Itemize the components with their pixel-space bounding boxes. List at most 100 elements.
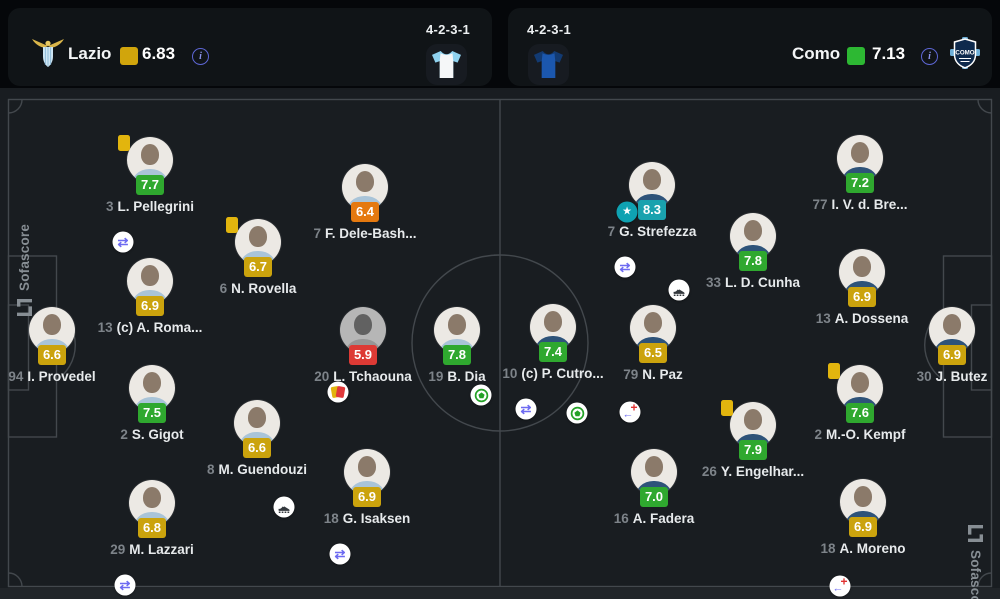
sub-out-icon: ⇄ — [114, 574, 136, 596]
player-rating-badge: 7.9 — [739, 440, 767, 460]
svg-text:COMO: COMO — [955, 50, 974, 57]
player-name: N. Rovella — [231, 281, 297, 296]
player-number: 26 — [701, 464, 717, 479]
sofascore-watermark: Sofascore — [17, 224, 32, 316]
player-number: 2 — [120, 427, 128, 442]
player-number: 7 — [313, 226, 321, 241]
player-name: A. Fadera — [632, 511, 695, 526]
player-name-label: 8 M. Guendouzi — [182, 462, 332, 477]
sub-out-icon: ⇄ — [614, 256, 636, 278]
player-home-13[interactable]: 6.9 13 (c) A. Roma... — [75, 258, 225, 335]
player-rating-badge: 6.6 — [38, 345, 66, 365]
player-number: 19 — [428, 369, 444, 384]
player-number: 13 — [815, 311, 831, 326]
sofascore-watermark: Sofascore — [968, 525, 983, 599]
player-name-label: 94 I. Provedel — [0, 369, 127, 384]
player-name: S. Gigot — [131, 427, 184, 442]
yellow-card-icon — [118, 135, 130, 151]
player-away-79[interactable]: 6.5 79 N. Paz + ← — [578, 305, 728, 423]
yellow-card-icon — [226, 217, 238, 233]
player-name-label: 13 A. Dossena — [787, 311, 937, 326]
player-home-29[interactable]: 6.8 29 M. Lazzari ⇄ — [77, 480, 227, 596]
away-avg-rating: 7.13 — [872, 44, 906, 63]
info-icon[interactable]: i — [921, 48, 938, 65]
player-name: N. Paz — [642, 367, 683, 382]
home-formation: 4-2-3-1 — [425, 22, 470, 37]
sofascore-watermark-label: Sofascore — [17, 223, 32, 291]
player-home-18[interactable]: 6.9 18 G. Isaksen ⇄ — [292, 449, 442, 565]
yellow-card-icon — [828, 363, 840, 379]
player-number: 10 — [502, 366, 518, 381]
player-away-26[interactable]: 7.9 26 Y. Engelhar... — [678, 400, 828, 479]
sofascore-watermark-label: Sofascore — [968, 550, 983, 599]
red-yellow-card-icon — [327, 381, 349, 403]
player-away-2[interactable]: 7.6 2 M.-O. Kempf — [785, 363, 935, 442]
player-number: 2 — [814, 427, 822, 442]
player-rating-badge: 5.9 — [349, 345, 377, 365]
player-away-30[interactable]: 6.9 30 J. Butez — [877, 307, 1000, 384]
player-home-19[interactable]: 7.8 19 B. Dia — [382, 307, 532, 406]
player-home-20[interactable]: 5.9 20 L. Tchaouna — [288, 307, 438, 405]
player-number: 33 — [705, 275, 722, 290]
player-rating-badge: 8.3 — [638, 200, 666, 220]
player-number: 18 — [323, 511, 339, 526]
player-rating-badge: 7.7 — [136, 175, 164, 195]
player-name: I. Provedel — [27, 369, 96, 384]
player-name-label: 10 (c) P. Cutro... — [478, 366, 628, 381]
player-rating-badge: 6.8 — [138, 518, 166, 538]
player-name: Y. Engelhar... — [720, 464, 805, 479]
player-home-94[interactable]: 6.6 94 I. Provedel — [0, 307, 127, 384]
player-name: A. Dossena — [834, 311, 909, 326]
player-away-10[interactable]: 7.4 10 (c) P. Cutro... ⇄ — [478, 304, 628, 424]
player-home-8[interactable]: 6.6 8 M. Guendouzi — [182, 400, 332, 518]
player-name-label: 77 I. V. d. Bre... — [785, 197, 935, 212]
player-name: G. Strefezza — [619, 224, 697, 239]
player-rating-badge: 6.9 — [849, 517, 877, 537]
player-name-label: 26 Y. Engelhar... — [678, 464, 828, 479]
player-name: L. Pellegrini — [117, 199, 195, 214]
player-rating-badge: 6.4 — [351, 202, 379, 222]
player-number: 13 — [97, 320, 113, 335]
player-home-7[interactable]: 6.4 7 F. Dele-Bash... — [290, 164, 440, 241]
player-name-label: 79 N. Paz — [578, 367, 728, 382]
player-name: F. Dele-Bash... — [324, 226, 417, 241]
player-name-label: 3 L. Pellegrini — [75, 199, 225, 214]
player-away-77[interactable]: 7.2 77 I. V. d. Bre... — [785, 135, 935, 212]
player-away-7[interactable]: 8.3 7 G. Strefezza ⇄ ★ — [577, 162, 727, 301]
info-icon[interactable]: i — [192, 48, 209, 65]
player-name-label: 2 M.-O. Kempf — [785, 427, 935, 442]
player-rating-badge: 6.5 — [639, 343, 667, 363]
player-name-label: 33 L. D. Cunha — [678, 275, 828, 290]
player-number: 7 — [607, 224, 616, 239]
player-name-label: 30 J. Butez — [877, 369, 1000, 384]
player-away-13[interactable]: 6.9 13 A. Dossena — [787, 249, 937, 326]
home-avg-rating: 6.83 — [142, 44, 176, 63]
player-rating-badge: 7.0 — [640, 487, 668, 507]
player-home-3[interactable]: 7.7 3 L. Pellegrini ⇄ — [75, 135, 225, 253]
home-team-card: Lazio 6.83 i 4-2-3-1 — [8, 8, 492, 86]
player-away-16[interactable]: 7.0 16 A. Fadera — [579, 449, 729, 526]
player-number: 29 — [110, 542, 126, 557]
player-number: 20 — [314, 369, 330, 384]
player-home-6[interactable]: 6.7 6 N. Rovella — [183, 217, 333, 296]
player-name-label: 7 F. Dele-Bash... — [290, 226, 440, 241]
player-name-label: 2 S. Gigot — [77, 427, 227, 442]
home-team-name: Lazio — [68, 44, 112, 63]
player-number: 79 — [623, 367, 639, 382]
player-rating-badge: 6.6 — [243, 438, 271, 458]
away-team-card: 4-2-3-1 Como 7.13 i COMO — [508, 8, 992, 86]
player-rating-badge: 7.8 — [443, 345, 471, 365]
player-away-33[interactable]: 7.8 33 L. D. Cunha — [678, 213, 828, 290]
player-number: 77 — [812, 197, 828, 212]
player-rating-badge: 7.2 — [846, 173, 874, 193]
player-name-label: 7 G. Strefezza — [577, 224, 727, 239]
star-icon: ★ — [616, 201, 638, 223]
player-rating-badge: 6.7 — [244, 257, 272, 277]
player-home-2[interactable]: 7.5 2 S. Gigot — [77, 365, 227, 442]
sub-injury-icon: + ← — [619, 401, 641, 423]
player-rating-badge: 7.8 — [739, 251, 767, 271]
player-name-label: 20 L. Tchaouna — [288, 369, 438, 384]
player-name-label: 18 A. Moreno — [788, 541, 938, 556]
player-away-18[interactable]: 6.9 18 A. Moreno + ← — [788, 479, 938, 597]
